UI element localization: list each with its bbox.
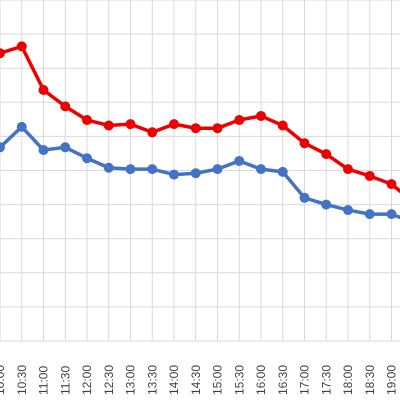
data-point — [147, 164, 158, 175]
data-point — [321, 149, 332, 160]
x-tick-label: 14:00 — [167, 365, 181, 395]
x-tick-label: 14:30 — [189, 365, 203, 395]
data-point — [82, 153, 92, 164]
data-point — [364, 170, 375, 181]
data-point — [364, 209, 375, 220]
x-tick-label: 17:00 — [298, 365, 312, 395]
data-point — [212, 164, 223, 175]
data-point — [277, 166, 288, 177]
data-point — [343, 205, 353, 216]
data-point — [169, 119, 179, 130]
data-point — [299, 138, 310, 149]
data-point — [103, 162, 114, 173]
data-point — [190, 168, 201, 179]
data-point — [386, 209, 397, 220]
data-point — [277, 120, 288, 131]
data-point — [169, 169, 179, 180]
plot-grid — [0, 0, 400, 342]
x-tick-label: 11:00 — [37, 366, 51, 395]
data-point — [147, 127, 158, 138]
series-1 — [0, 41, 400, 194]
data-point — [234, 155, 245, 166]
x-tick-label: 13:30 — [145, 365, 159, 395]
data-point — [212, 123, 223, 134]
data-point — [16, 121, 27, 132]
x-tick-label: 10:00 — [0, 365, 7, 395]
x-tick-label: 16:00 — [254, 365, 268, 395]
data-point — [82, 115, 92, 126]
data-point — [38, 85, 49, 96]
data-point — [125, 119, 136, 130]
series-line — [0, 44, 400, 194]
data-point — [16, 41, 27, 52]
x-tick-label: 18:30 — [363, 365, 377, 395]
data-point — [60, 142, 71, 153]
data-point — [0, 142, 5, 153]
x-tick-label: 16:30 — [276, 365, 290, 395]
data-point — [321, 199, 332, 210]
data-point — [190, 123, 201, 134]
x-tick-label: 13:00 — [124, 365, 138, 395]
x-tick-label: 17:30 — [319, 365, 333, 395]
data-point — [60, 101, 71, 112]
x-tick-label: 19:00 — [385, 365, 399, 395]
x-tick-label: 12:30 — [102, 365, 116, 395]
x-tick-label: 15:30 — [232, 365, 246, 395]
data-point — [343, 164, 353, 175]
x-axis-tick-labels: 10:00 10:30 11:00 11:30 12:00 12:30 13:00 13:30… — [0, 365, 399, 395]
data-point — [0, 48, 5, 59]
data-point — [256, 110, 266, 121]
data-point — [234, 115, 245, 126]
x-tick-label: 11:30 — [58, 366, 72, 395]
data-point — [125, 164, 136, 175]
series-2 — [0, 121, 400, 220]
x-tick-label: 10:30 — [15, 365, 29, 395]
plot-series — [0, 41, 400, 220]
data-point — [386, 179, 397, 190]
data-point — [38, 145, 49, 156]
x-tick-label: 12:00 — [80, 365, 94, 395]
data-point — [103, 120, 114, 131]
x-tick-label: 15:00 — [211, 365, 225, 395]
data-point — [299, 192, 310, 203]
x-tick-label: 18:00 — [341, 365, 355, 395]
data-point — [256, 164, 266, 175]
